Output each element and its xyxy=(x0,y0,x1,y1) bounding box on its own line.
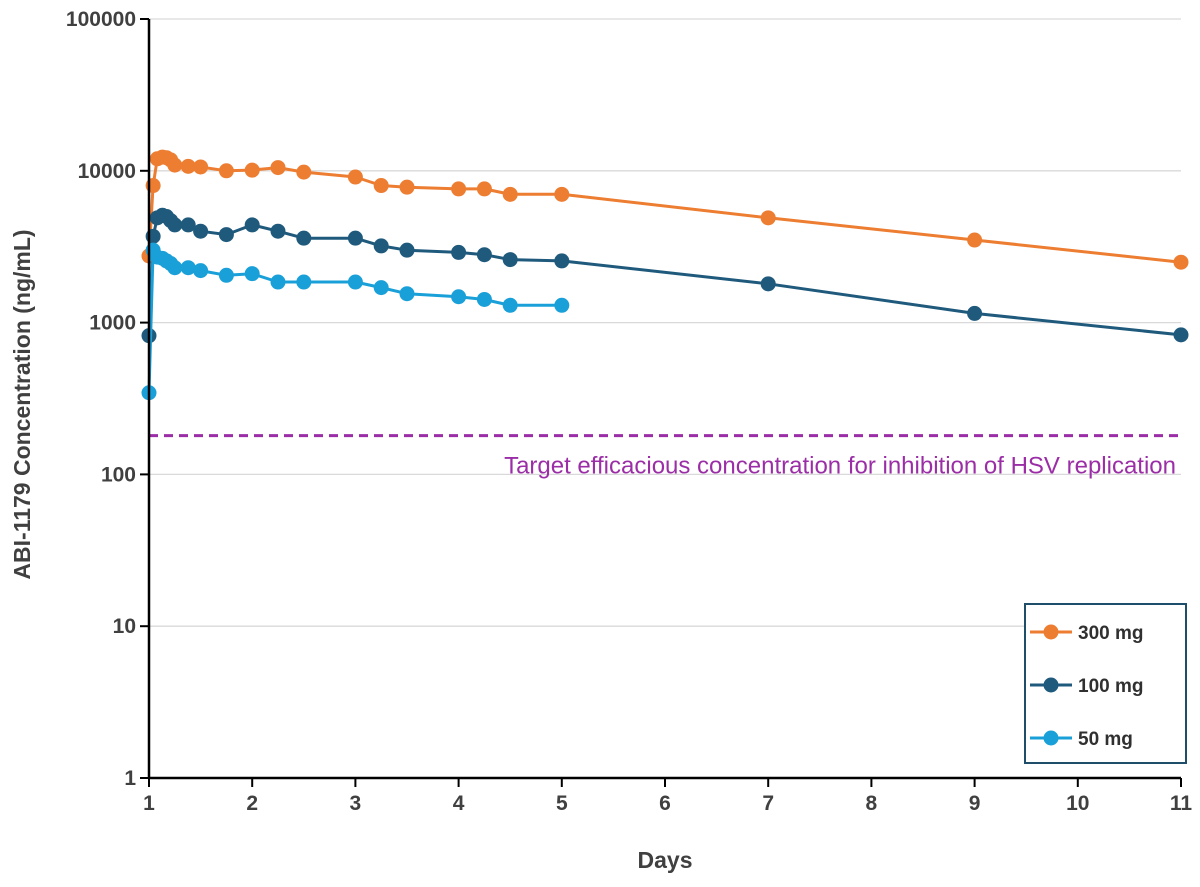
legend-marker-50-mg xyxy=(1043,730,1059,746)
x-axis-title: Days xyxy=(638,847,693,873)
series-50-mg xyxy=(141,242,570,401)
data-point-300-mg-20 xyxy=(760,210,776,226)
data-point-300-mg-17 xyxy=(476,181,492,197)
data-point-100-mg-14 xyxy=(373,238,389,254)
data-point-100-mg-17 xyxy=(476,247,492,263)
x-tick-label-4: 4 xyxy=(453,792,465,815)
data-point-100-mg-19 xyxy=(554,253,570,269)
series-300-mg xyxy=(141,149,1189,270)
legend: 300 mg 100 mg 50 mg xyxy=(1024,603,1187,764)
data-point-300-mg-16 xyxy=(451,181,467,197)
y-tick-labels: 1 10 100 1000 10000 100000 xyxy=(66,8,149,790)
series-group xyxy=(141,149,1189,401)
data-point-300-mg-19 xyxy=(554,186,570,202)
data-point-300-mg-14 xyxy=(373,178,389,194)
data-point-100-mg-10 xyxy=(244,217,260,233)
data-point-100-mg-15 xyxy=(399,242,415,258)
data-point-50-mg-16 xyxy=(451,289,467,305)
x-tick-label-5: 5 xyxy=(556,792,568,815)
data-point-50-mg-9 xyxy=(218,267,234,283)
data-point-300-mg-15 xyxy=(399,179,415,195)
x-tick-label-1: 1 xyxy=(143,792,155,815)
data-point-100-mg-18 xyxy=(502,252,518,268)
data-point-300-mg-6 xyxy=(167,157,183,173)
data-point-100-mg-6 xyxy=(167,217,183,233)
data-point-100-mg-13 xyxy=(347,230,363,246)
series-100-mg xyxy=(141,207,1189,344)
data-point-300-mg-7 xyxy=(180,158,196,174)
data-point-50-mg-15 xyxy=(399,286,415,302)
x-tick-labels: 1 2 3 4 5 6 7 8 9 10 11 xyxy=(143,778,1192,815)
data-point-50-mg-7 xyxy=(180,260,196,276)
data-point-50-mg-13 xyxy=(347,274,363,290)
data-point-50-mg-19 xyxy=(554,297,570,313)
data-point-50-mg-8 xyxy=(193,263,209,279)
x-tick-label-10: 10 xyxy=(1066,792,1089,815)
legend-label-50-mg: 50 mg xyxy=(1078,729,1133,750)
y-tick-label-10000: 10000 xyxy=(78,160,136,183)
gridlines xyxy=(149,18,1181,627)
data-point-300-mg-9 xyxy=(218,163,234,179)
data-point-300-mg-22 xyxy=(1173,254,1189,270)
y-tick-label-100000: 100000 xyxy=(66,8,136,31)
data-point-100-mg-21 xyxy=(967,305,983,321)
legend-marker-300-mg xyxy=(1043,624,1059,640)
y-tick-label-100: 100 xyxy=(101,463,136,486)
data-point-300-mg-21 xyxy=(967,232,983,248)
legend-marker-100-mg xyxy=(1043,677,1059,693)
target-concentration-label: Target efficacious concentration for inh… xyxy=(504,453,1176,480)
y-tick-label-1: 1 xyxy=(124,767,136,790)
data-point-100-mg-20 xyxy=(760,276,776,292)
x-tick-label-6: 6 xyxy=(659,792,671,815)
y-tick-label-1000: 1000 xyxy=(89,312,136,335)
x-tick-label-3: 3 xyxy=(350,792,362,815)
data-point-100-mg-7 xyxy=(180,217,196,233)
data-point-50-mg-12 xyxy=(296,274,312,290)
data-point-50-mg-10 xyxy=(244,266,260,282)
data-point-300-mg-11 xyxy=(270,160,286,176)
data-point-50-mg-11 xyxy=(270,274,286,290)
data-point-100-mg-12 xyxy=(296,230,312,246)
y-axis-title: ABI-1179 Concentration (ng/mL) xyxy=(9,229,35,579)
y-tick-label-10: 10 xyxy=(113,615,136,638)
data-point-100-mg-9 xyxy=(218,227,234,243)
data-point-100-mg-22 xyxy=(1173,327,1189,343)
data-point-50-mg-6 xyxy=(167,260,183,276)
x-tick-label-8: 8 xyxy=(866,792,878,815)
series-line-50-mg xyxy=(147,248,562,393)
legend-label-100-mg: 100 mg xyxy=(1078,676,1143,697)
data-point-300-mg-10 xyxy=(244,162,260,178)
legend-label-300-mg: 300 mg xyxy=(1078,623,1143,644)
data-point-100-mg-16 xyxy=(451,244,467,260)
data-point-50-mg-14 xyxy=(373,280,389,296)
data-point-300-mg-8 xyxy=(193,159,209,175)
x-tick-label-2: 2 xyxy=(246,792,258,815)
x-tick-label-9: 9 xyxy=(969,792,981,815)
data-point-100-mg-11 xyxy=(270,223,286,239)
reference-line-group: Target efficacious concentration for inh… xyxy=(149,434,1181,480)
x-tick-label-7: 7 xyxy=(762,792,774,815)
data-point-50-mg-18 xyxy=(502,297,518,313)
data-point-50-mg-17 xyxy=(476,291,492,307)
data-point-300-mg-12 xyxy=(296,164,312,180)
data-point-300-mg-13 xyxy=(347,169,363,185)
data-point-300-mg-18 xyxy=(502,186,518,202)
data-point-100-mg-8 xyxy=(193,223,209,239)
x-tick-label-11: 11 xyxy=(1170,792,1193,815)
